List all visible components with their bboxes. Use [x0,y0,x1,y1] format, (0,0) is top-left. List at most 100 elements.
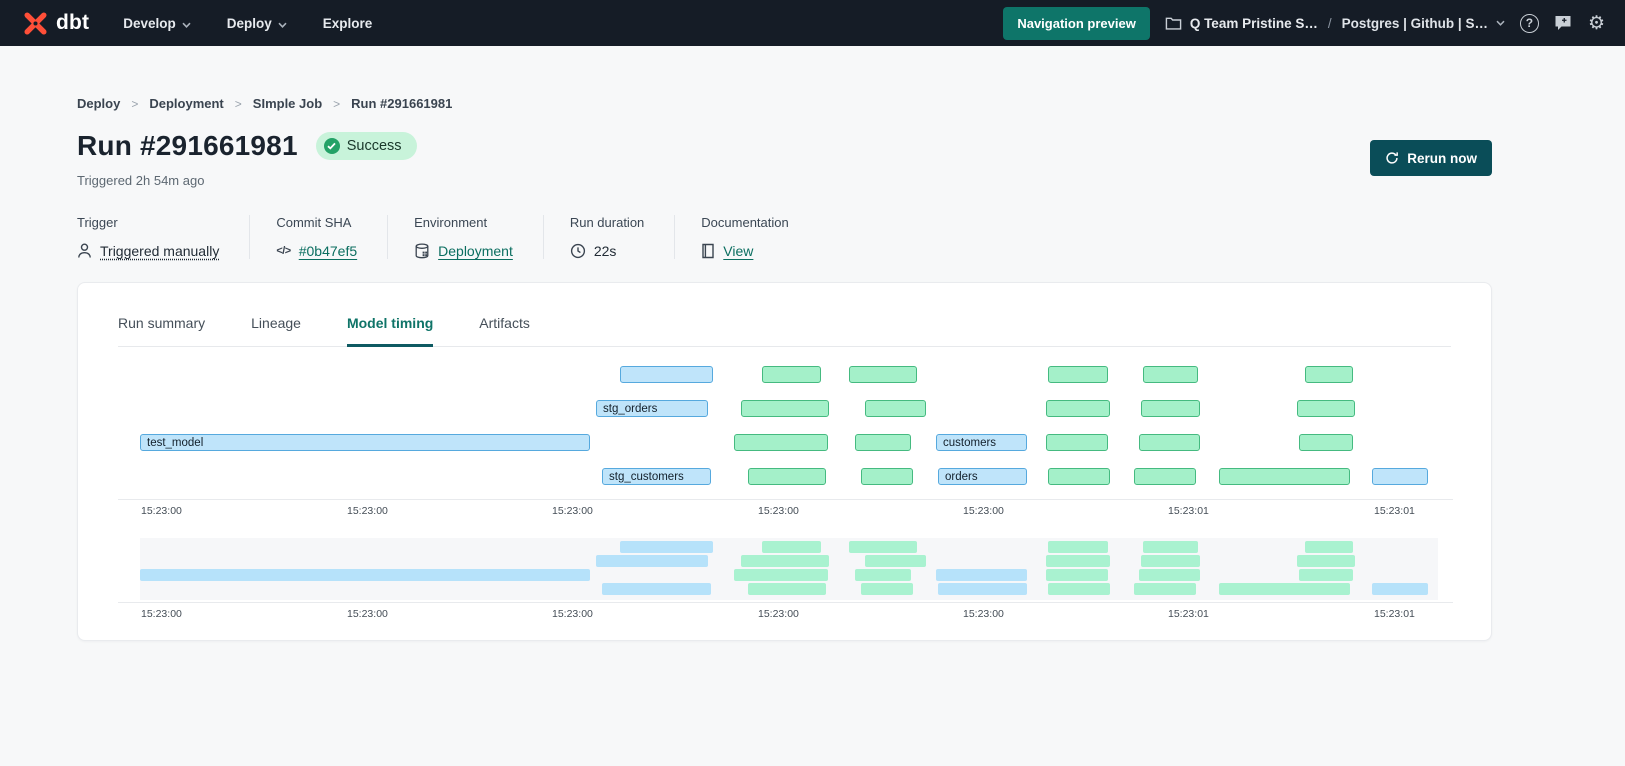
gantt-overview-bar-green [1048,583,1110,595]
gantt-bar-green[interactable] [1048,468,1110,485]
refresh-icon [1385,151,1399,165]
chevron-down-icon [1496,20,1505,26]
gantt-bar-green[interactable] [734,434,828,451]
gantt-bar-green[interactable] [1143,366,1198,383]
axis-divider [118,499,1453,500]
gantt-bar-green[interactable] [1219,468,1350,485]
meta-label: Environment [414,215,488,230]
gantt-overview-bar-green [1305,541,1353,553]
tab-artifacts[interactable]: Artifacts [479,315,530,331]
gantt-bar-green[interactable] [1046,400,1110,417]
axis-tick-label: 15:23:00 [963,608,1004,620]
gantt-bar-green[interactable] [1305,366,1353,383]
gantt-overview-bar-green [1048,541,1108,553]
gantt-overview-bar-green [849,541,917,553]
meta-value: View [701,243,788,259]
meta-value-text[interactable]: #0b47ef5 [298,243,358,259]
axis-tick-label: 15:23:00 [347,505,388,517]
brand-name: dbt [56,11,90,34]
dbt-logo[interactable]: dbt [22,10,89,37]
doc-icon [701,243,715,259]
project-name: Q Team Pristine S… [1189,15,1318,31]
gantt-bar-blue[interactable] [1372,468,1428,485]
tab-model-timing[interactable]: Model timing [346,315,434,347]
meta-label: Run duration [569,215,645,230]
feedback-icon[interactable] [1554,15,1573,32]
model-timing-chart: stg_orders test_model customers stg_custome… [118,366,1453,624]
rerun-now-label: Rerun now [1407,150,1477,166]
breadcrumb-item[interactable]: SImple Job [252,96,323,111]
breadcrumb-separator: > [333,96,341,111]
gantt-bar-customers[interactable]: customers [936,434,1027,451]
tab-run-summary[interactable]: Run summary [118,315,206,331]
gantt-bar-green[interactable] [1139,434,1200,451]
gantt-bar-test_model[interactable]: test_model [140,434,590,451]
gantt-row: stg_orders [140,400,1438,417]
project-picker[interactable]: Q Team Pristine S… / Postgres | Github |… [1165,16,1505,31]
meta-value-text[interactable]: Triggered manually [100,243,220,259]
gantt-overview-rows [140,538,1438,595]
chevron-down-icon [182,16,191,31]
meta-value: Deployment [414,243,513,259]
gantt-bar-orders[interactable]: orders [938,468,1027,485]
axis-tick-label: 15:23:00 [963,505,1004,517]
meta-value: Triggered manually [77,243,219,259]
gantt-bar-green[interactable] [849,366,917,383]
gantt-bar-green[interactable] [741,400,829,417]
gantt-overview-bar-green [865,555,926,567]
time-axis: 15:23:00 15:23:00 15:23:00 15:23:00 15:23:00… [118,505,1453,521]
gantt-plot: stg_orders test_model customers stg_custome… [140,366,1438,485]
axis-tick-label: 15:23:00 [758,505,799,517]
gantt-overview-bar-green [1297,555,1355,567]
gantt-overview-bar-green [861,583,913,595]
meta-label: Commit SHA [276,215,352,230]
gantt-overview-bar-green [1046,569,1108,581]
gantt-overview-brush[interactable] [140,538,1438,600]
nav-menu-develop[interactable]: Develop [123,16,191,31]
meta-environment: Environment Deployment [387,215,543,259]
gantt-bar-stg_orders[interactable]: stg_orders [596,400,708,417]
gantt-bar-label: customers [943,437,997,449]
gantt-bar-green[interactable] [865,400,926,417]
time-axis-overview: 15:23:00 15:23:00 15:23:00 15:23:00 15:23:00… [118,608,1453,624]
nav-menu-label: Explore [322,15,373,31]
meta-commit-sha: Commit SHA </> #0b47ef5 [249,215,387,259]
status-badge: Success [315,132,417,160]
gantt-bar-green[interactable] [1299,434,1353,451]
gantt-bar-green[interactable] [861,468,913,485]
help-icon[interactable]: ? [1519,13,1539,33]
gantt-bar-stg_customers[interactable]: stg_customers [602,468,711,485]
tab-lineage[interactable]: Lineage [251,315,301,331]
clock-icon [570,243,586,259]
gantt-overview-bar-green [762,541,821,553]
breadcrumb-item[interactable]: Deploy [77,96,121,111]
gantt-bar-blue[interactable] [620,366,713,383]
gantt-bar-green[interactable] [762,366,821,383]
breadcrumb-item[interactable]: Deployment [149,96,224,111]
gantt-overview-bar-stg_customers [602,583,711,595]
gantt-bar-green[interactable] [1297,400,1355,417]
rerun-now-button[interactable]: Rerun now [1370,140,1492,176]
axis-tick-label: 15:23:01 [1374,608,1415,620]
meta-run-duration: Run duration 22s [542,215,674,259]
gantt-bar-green[interactable] [1134,468,1196,485]
nav-menu-explore[interactable]: Explore [323,16,373,31]
gear-icon[interactable]: ⚙ [1587,12,1605,34]
meta-value-text[interactable]: Deployment [438,243,513,259]
nav-menu-deploy[interactable]: Deploy [227,16,287,31]
run-meta-row: Trigger Triggered manually Commit SHA </> #0… [77,215,1548,259]
gantt-bar-green[interactable] [1141,400,1200,417]
gantt-bar-label: orders [945,471,978,483]
gantt-bar-green[interactable] [855,434,911,451]
navigation-preview-button[interactable]: Navigation preview [1003,6,1150,40]
meta-value-text[interactable]: View [723,243,754,259]
gantt-bar-green[interactable] [748,468,826,485]
gantt-overview-bar-green [1143,541,1198,553]
axis-tick-label: 15:23:01 [1168,505,1209,517]
gantt-bar-green[interactable] [1048,366,1108,383]
status-label: Success [346,138,402,154]
gantt-bar-label: test_model [147,437,204,449]
triggered-timestamp: Triggered 2h 54m ago [77,173,205,188]
gantt-overview-bar-green [1046,555,1110,567]
gantt-bar-green[interactable] [1046,434,1108,451]
